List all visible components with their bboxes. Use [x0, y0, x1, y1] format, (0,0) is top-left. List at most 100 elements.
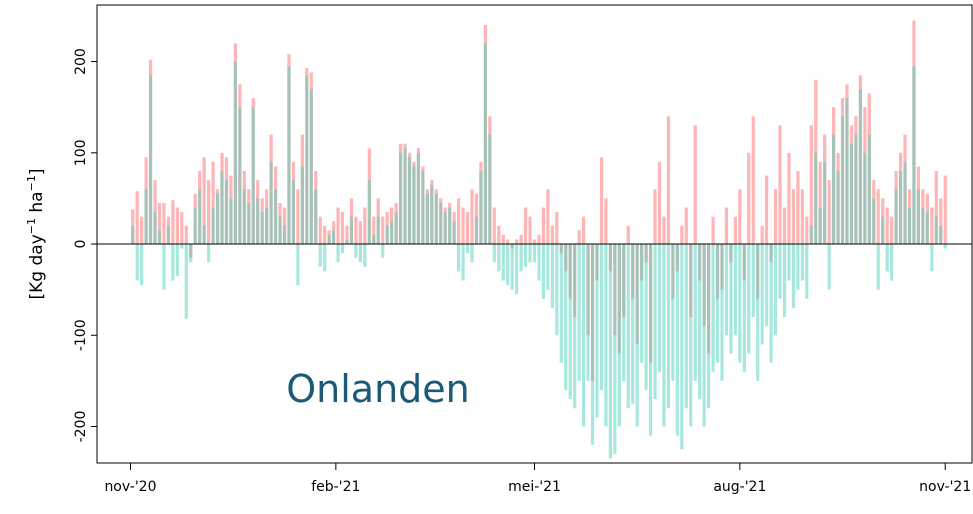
bar: [457, 244, 461, 272]
bar: [354, 244, 358, 258]
bar: [894, 189, 898, 245]
bar: [604, 244, 608, 427]
y-tick-label: 200: [73, 48, 89, 75]
bar: [541, 244, 546, 299]
bar: [684, 207, 688, 245]
bar: [385, 225, 389, 245]
bar: [233, 61, 237, 245]
bar: [528, 244, 532, 263]
y-tick-label: -200: [73, 411, 89, 443]
bar: [363, 207, 367, 245]
bar: [827, 180, 831, 245]
bar: [479, 171, 483, 245]
bar: [582, 216, 586, 245]
bar: [747, 244, 751, 354]
bar: [702, 244, 706, 427]
annotation: Onlanden: [286, 367, 470, 411]
bar: [421, 171, 425, 245]
y-label-part: ha: [27, 191, 47, 218]
bar: [930, 207, 934, 245]
bar: [760, 244, 764, 345]
bar: [269, 161, 273, 245]
bar: [863, 152, 867, 245]
bar: [747, 152, 751, 245]
bar: [193, 207, 197, 245]
bar: [492, 207, 496, 245]
bar: [773, 244, 778, 336]
bar: [550, 244, 554, 308]
bar: [823, 161, 827, 245]
bar: [425, 193, 429, 245]
bar: [854, 134, 858, 245]
bar: [840, 116, 845, 245]
bar: [144, 189, 148, 245]
bar: [300, 166, 304, 245]
bar: [925, 212, 929, 245]
bar: [220, 171, 224, 245]
bar: [224, 180, 229, 245]
bar: [153, 180, 157, 245]
bar: [930, 244, 934, 272]
bar: [537, 244, 541, 281]
bar: [814, 152, 818, 245]
bar: [278, 216, 282, 245]
bar: [555, 212, 559, 245]
bar: [501, 234, 505, 245]
bar: [162, 244, 166, 290]
bar: [354, 216, 358, 245]
bar: [318, 244, 322, 267]
bar: [613, 244, 617, 454]
bar: [550, 225, 554, 245]
bar: [157, 230, 162, 245]
bar: [809, 225, 813, 245]
bar: [760, 225, 764, 245]
bar: [202, 225, 206, 245]
bar: [162, 202, 166, 245]
bar: [675, 244, 679, 436]
bar: [907, 207, 912, 245]
bar: [778, 125, 782, 245]
bar: [608, 244, 612, 459]
bar: [836, 171, 840, 245]
bar: [546, 189, 550, 245]
bar: [546, 244, 550, 290]
bar: [532, 239, 537, 245]
bar: [448, 207, 452, 245]
bar: [492, 244, 496, 263]
bar: [372, 234, 376, 245]
bar: [528, 216, 532, 245]
bar: [314, 189, 318, 245]
bar: [653, 244, 657, 400]
bar: [372, 216, 376, 245]
bar: [818, 161, 822, 245]
bar: [157, 202, 162, 245]
bar: [171, 200, 175, 245]
bar: [809, 125, 813, 245]
bar: [470, 244, 474, 263]
bar: [738, 189, 742, 245]
bar: [729, 244, 733, 354]
bar: [622, 244, 626, 381]
bar: [135, 244, 139, 281]
bar: [296, 244, 300, 286]
bar: [805, 216, 809, 245]
bar: [890, 244, 894, 281]
bar: [805, 244, 809, 299]
bar: [345, 239, 349, 245]
bar: [680, 225, 684, 245]
bar: [773, 189, 778, 245]
bar: [198, 189, 202, 245]
bar: [858, 88, 862, 245]
bar: [711, 216, 715, 245]
bar: [796, 244, 800, 290]
bar: [568, 244, 572, 400]
bar: [707, 244, 711, 409]
bar: [631, 244, 635, 404]
bar: [818, 207, 822, 245]
bar: [305, 75, 309, 245]
bar: [251, 107, 255, 245]
bar: [849, 143, 854, 245]
bar: [787, 152, 791, 245]
bar: [890, 216, 894, 245]
bar: [532, 244, 537, 263]
